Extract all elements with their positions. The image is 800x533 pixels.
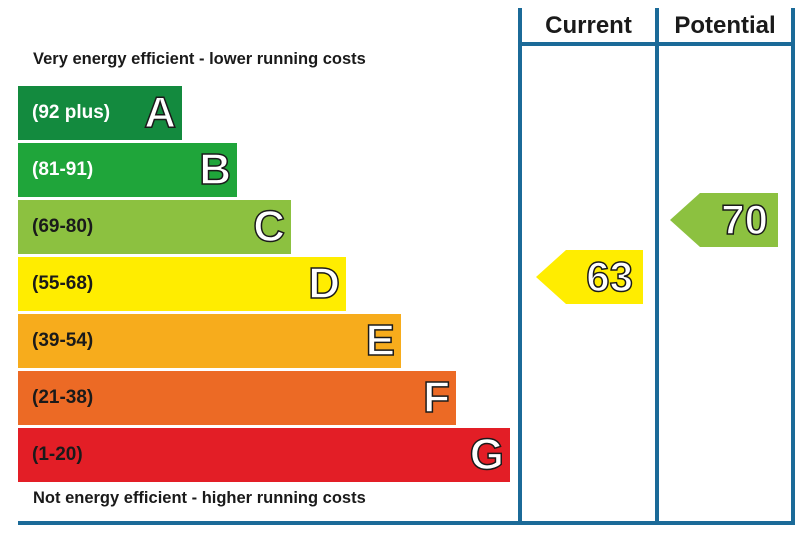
current-rating-value: 63 [586, 252, 634, 301]
band-b-letter: B [198, 144, 231, 195]
band-f: (21-38) F [18, 371, 456, 425]
potential-column-header: Potential [674, 12, 776, 39]
band-e-letter: E [365, 315, 396, 366]
band-a: (92 plus) A [18, 86, 182, 140]
potential-arrow-polygon [670, 193, 778, 247]
potential-arrow-shape [670, 193, 778, 247]
band-b: (81-91) B [18, 143, 237, 197]
band-g: (1-20) G [18, 428, 510, 482]
bottom-border [18, 521, 795, 525]
current-potential-divider [655, 8, 659, 525]
current-arrow-shape [536, 250, 643, 304]
header-underline [518, 42, 795, 46]
band-f-letter: F [422, 372, 450, 423]
band-g-letter: G [469, 429, 505, 480]
band-b-range: (81-91) [32, 159, 94, 180]
band-e-range: (39-54) [32, 330, 94, 351]
band-e: (39-54) E [18, 314, 401, 368]
band-d: (55-68) D [18, 257, 346, 311]
top-caption: Very energy efficient - lower running co… [33, 50, 366, 68]
band-c: (69-80) C [18, 200, 291, 254]
band-c-range: (69-80) [32, 216, 94, 237]
bottom-caption: Not energy efficient - higher running co… [33, 489, 366, 507]
band-f-range: (21-38) [32, 387, 94, 408]
band-c-letter: C [252, 201, 285, 252]
band-a-letter: A [143, 87, 176, 138]
current-left-divider [518, 8, 522, 525]
current-rating-arrow: 63 [536, 250, 643, 304]
current-arrow-polygon [536, 250, 643, 304]
potential-rating-arrow: 70 [670, 193, 778, 247]
band-d-range: (55-68) [32, 273, 94, 294]
potential-right-divider [791, 8, 795, 525]
band-a-range: (92 plus) [32, 102, 111, 123]
current-column-header: Current [545, 12, 632, 39]
band-g-range: (1-20) [32, 444, 83, 465]
band-d-letter: D [307, 258, 340, 309]
potential-rating-value: 70 [721, 195, 769, 244]
